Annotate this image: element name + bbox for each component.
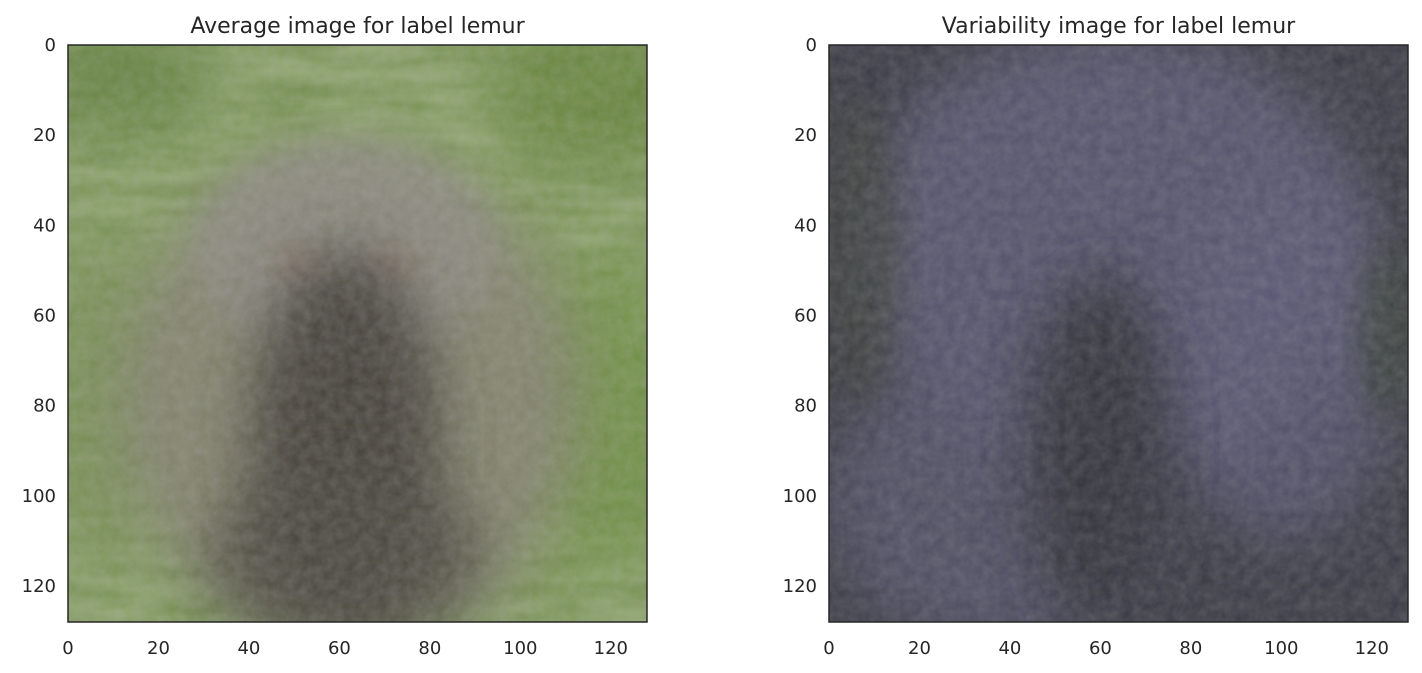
average-y-tick-label: 40 xyxy=(33,215,56,236)
variability-y-tick-label: 20 xyxy=(794,125,817,146)
variability-y-tick-label: 0 xyxy=(806,35,817,56)
average-x-tick-label: 0 xyxy=(62,638,73,659)
average-x-tick-label: 20 xyxy=(147,638,170,659)
variability-y-tick-label: 120 xyxy=(783,576,817,597)
average-image xyxy=(68,45,647,622)
average-image-frame xyxy=(67,44,648,623)
variability-x-tick-label: 40 xyxy=(998,638,1021,659)
variability-x-tick-label: 80 xyxy=(1179,638,1202,659)
variability-y-tick-label: 60 xyxy=(794,305,817,326)
variability-image-frame xyxy=(828,44,1409,623)
average-y-ticks: 0 20 40 60 80 100 120 xyxy=(22,35,56,597)
average-x-tick-label: 40 xyxy=(237,638,260,659)
average-x-tick-label: 120 xyxy=(594,638,628,659)
variability-image-axes: Variability image for label lemur 0 20 40 6… xyxy=(783,14,1409,659)
variability-y-ticks: 0 20 40 60 80 100 120 xyxy=(783,35,817,597)
average-x-ticks: 0 20 40 60 80 100 120 xyxy=(62,638,628,659)
variability-x-tick-label: 20 xyxy=(908,638,931,659)
average-image-title: Average image for label lemur xyxy=(190,14,525,39)
variability-y-tick-label: 40 xyxy=(794,215,817,236)
variability-x-tick-label: 100 xyxy=(1264,638,1298,659)
variability-y-tick-label: 100 xyxy=(783,486,817,507)
variability-image xyxy=(829,45,1408,622)
variability-y-tick-label: 80 xyxy=(794,396,817,417)
variability-x-ticks: 0 20 40 60 80 100 120 xyxy=(823,638,1389,659)
average-image-axes: Average image for label lemur 0 20 40 60 80 1… xyxy=(22,14,648,659)
average-x-tick-label: 80 xyxy=(418,638,441,659)
average-y-tick-label: 80 xyxy=(33,396,56,417)
variability-x-tick-label: 0 xyxy=(823,638,834,659)
average-y-tick-label: 20 xyxy=(33,125,56,146)
variability-x-tick-label: 60 xyxy=(1089,638,1112,659)
average-x-tick-label: 100 xyxy=(503,638,537,659)
average-y-tick-label: 60 xyxy=(33,305,56,326)
variability-image-title: Variability image for label lemur xyxy=(942,14,1296,39)
average-y-tick-label: 0 xyxy=(45,35,56,56)
variability-x-tick-label: 120 xyxy=(1355,638,1389,659)
average-y-tick-label: 100 xyxy=(22,486,56,507)
average-y-tick-label: 120 xyxy=(22,576,56,597)
average-x-tick-label: 60 xyxy=(328,638,351,659)
